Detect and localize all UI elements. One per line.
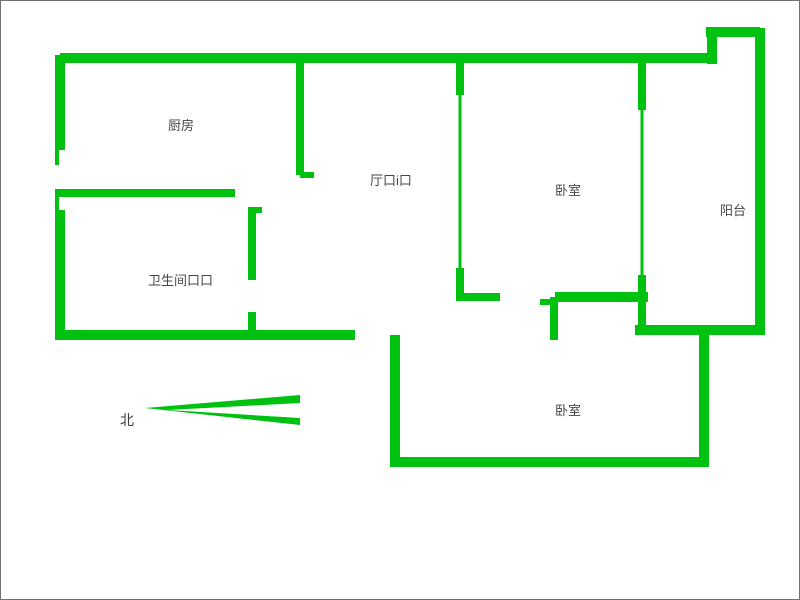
north-arrow-icon	[145, 395, 300, 425]
label-north: 北	[120, 410, 134, 430]
label-bedroom-right: 卧室	[555, 180, 581, 199]
label-kitchen: 厨房	[168, 115, 194, 134]
label-hall: 厅口i口	[370, 170, 412, 189]
label-bathroom: 卫生间口口	[148, 270, 213, 289]
label-bedroom-bottom: 卧室	[555, 400, 581, 419]
label-balcony: 阳台	[720, 200, 746, 219]
floorplan-svg	[0, 0, 800, 600]
